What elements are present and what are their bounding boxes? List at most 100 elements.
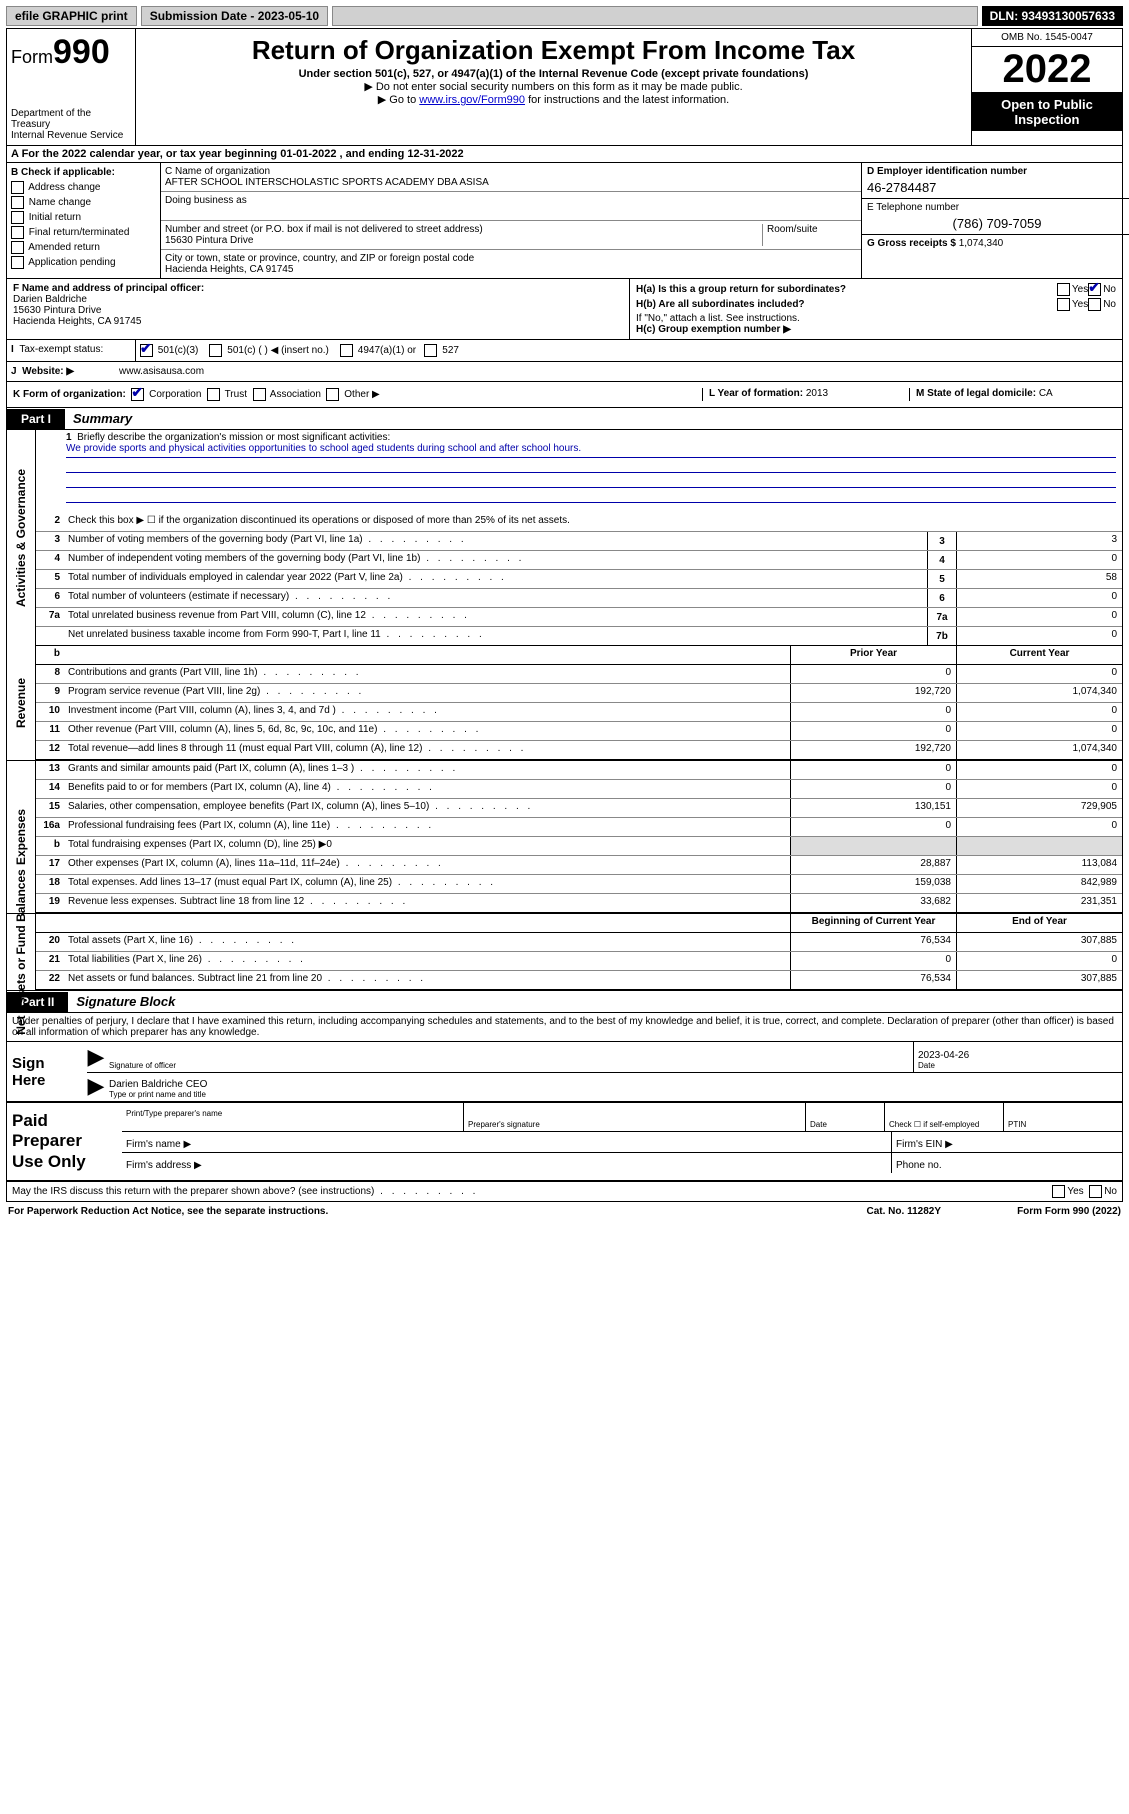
preparer-name-field[interactable]: Print/Type preparer's name: [122, 1103, 464, 1131]
hb-yes-checkbox[interactable]: [1057, 298, 1070, 311]
officer-block: F Name and address of principal officer:…: [7, 279, 630, 339]
address-cell: Number and street (or P.O. box if mail i…: [161, 221, 861, 250]
527-checkbox[interactable]: [424, 344, 437, 357]
preparer-sig-label: Preparer's signature: [468, 1120, 801, 1129]
data-line: 19 Revenue less expenses. Subtract line …: [36, 894, 1122, 913]
net-header-row: Beginning of Current Year End of Year: [36, 914, 1122, 933]
city-label: City or town, state or province, country…: [165, 253, 474, 264]
paid-preparer-block: Paid Preparer Use Only Print/Type prepar…: [6, 1103, 1123, 1182]
arrow-icon-2: ▶: [87, 1073, 105, 1101]
officer-signature-field[interactable]: Signature of officer: [105, 1042, 914, 1072]
discuss-text: May the IRS discuss this return with the…: [12, 1186, 1052, 1197]
spacer-bar: [332, 6, 977, 26]
data-line: 8 Contributions and grants (Part VIII, l…: [36, 665, 1122, 684]
note2-pre: ▶ Go to: [378, 94, 419, 106]
officer-group-row: F Name and address of principal officer:…: [6, 279, 1123, 340]
opt-501c: 501(c) ( ) ◀ (insert no.): [227, 345, 329, 356]
assoc-checkbox[interactable]: [253, 388, 266, 401]
header-mid: Return of Organization Exempt From Incom…: [136, 29, 971, 145]
data-line: b Total fundraising expenses (Part IX, c…: [36, 837, 1122, 856]
instructions-link[interactable]: www.irs.gov/Form990: [419, 94, 525, 106]
side-net-text: Net Assets or Fund Balances: [14, 869, 28, 1035]
check-item[interactable]: [11, 241, 24, 254]
data-line: 13 Grants and similar amounts paid (Part…: [36, 761, 1122, 780]
check-item[interactable]: [11, 226, 24, 239]
net-assets-section: Net Assets or Fund Balances Beginning of…: [6, 914, 1123, 991]
sig-date-label: Date: [918, 1061, 1118, 1070]
signature-block: Sign Here ▶ Signature of officer 2023-04…: [6, 1042, 1123, 1103]
submission-date-button[interactable]: Submission Date - 2023-05-10: [141, 6, 328, 26]
ha-yes-checkbox[interactable]: [1057, 283, 1070, 296]
preparer-date-field[interactable]: Date: [806, 1103, 885, 1131]
sig-officer-label: Signature of officer: [109, 1061, 909, 1070]
mission-text: We provide sports and physical activitie…: [66, 443, 1116, 458]
city-value: Hacienda Heights, CA 91745: [165, 264, 293, 275]
501c-checkbox[interactable]: [209, 344, 222, 357]
form-footer: Form Form 990 (2022): [941, 1206, 1121, 1217]
phone-label: E Telephone number: [867, 202, 959, 213]
4947-checkbox[interactable]: [340, 344, 353, 357]
m-label: M State of legal domicile:: [916, 388, 1039, 399]
firm-name-field[interactable]: Firm's name ▶: [122, 1132, 892, 1152]
governance-section: Activities & Governance 1 Briefly descri…: [6, 430, 1123, 646]
check-item[interactable]: [11, 256, 24, 269]
firm-name-label: Firm's name ▶: [126, 1139, 887, 1150]
side-governance: Activities & Governance: [7, 430, 36, 646]
ha-no-checkbox[interactable]: [1088, 283, 1101, 296]
open-inspection: Open to Public Inspection: [972, 93, 1122, 131]
tax-status-label: Tax-exempt status:: [19, 344, 103, 355]
check-item[interactable]: [11, 181, 24, 194]
side-rev-text: Revenue: [14, 678, 28, 728]
ein-column: D Employer identification number 46-2784…: [862, 163, 1122, 278]
preparer-sig-field[interactable]: Preparer's signature: [464, 1103, 806, 1131]
dba-label: Doing business as: [165, 195, 247, 206]
room-suite: Room/suite: [763, 224, 857, 246]
opt-trust: Trust: [225, 389, 247, 400]
dept-label: Department of the Treasury Internal Reve…: [11, 108, 131, 141]
note-2: ▶ Go to www.irs.gov/Form990 for instruct…: [144, 93, 963, 106]
form-number: Form990: [11, 33, 131, 72]
gov-line: 7aTotal unrelated business revenue from …: [36, 608, 1122, 627]
ptin-field[interactable]: PTIN: [1004, 1103, 1122, 1131]
tax-year: 2022: [972, 46, 1122, 93]
discuss-no-checkbox[interactable]: [1089, 1185, 1102, 1198]
firm-phone-field[interactable]: Phone no.: [892, 1153, 1122, 1173]
k-block: K Form of organization: Corporation Trus…: [13, 388, 702, 401]
addr-label: Number and street (or P.O. box if mail i…: [165, 224, 483, 235]
org-info-row: B Check if applicable: Address change Na…: [6, 163, 1123, 279]
other-checkbox[interactable]: [326, 388, 339, 401]
part-1-title: Summary: [65, 408, 140, 429]
note2-post: for instructions and the latest informat…: [525, 94, 729, 106]
data-line: 9 Program service revenue (Part VIII, li…: [36, 684, 1122, 703]
gross-value: 1,074,340: [959, 238, 1004, 249]
efile-button[interactable]: efile GRAPHIC print: [6, 6, 137, 26]
officer-addr1: 15630 Pintura Drive: [13, 305, 101, 316]
preparer-name-label: Print/Type preparer's name: [126, 1109, 459, 1118]
hb-no-checkbox[interactable]: [1088, 298, 1101, 311]
form-header: Form990 Department of the Treasury Inter…: [6, 28, 1123, 146]
officer-addr2: Hacienda Heights, CA 91745: [13, 316, 141, 327]
discuss-yes-checkbox[interactable]: [1052, 1185, 1065, 1198]
irs-discuss-row: May the IRS discuss this return with the…: [6, 1182, 1123, 1202]
l-label: L Year of formation:: [709, 388, 806, 399]
firm-addr-field[interactable]: Firm's address ▶: [122, 1153, 892, 1173]
k-label: K Form of organization:: [13, 389, 126, 400]
column-header-row: b Prior Year Current Year: [36, 646, 1122, 665]
self-employed-field[interactable]: Check ☐ if self-employed: [885, 1103, 1004, 1131]
gov-line: 6Total number of volunteers (estimate if…: [36, 589, 1122, 608]
l-block: L Year of formation: 2013: [702, 388, 909, 401]
mission-label: Briefly describe the organization's miss…: [77, 432, 390, 443]
trust-checkbox[interactable]: [207, 388, 220, 401]
form-990-number: 990: [53, 33, 110, 71]
ein-label: D Employer identification number: [867, 166, 1027, 177]
501c3-checkbox[interactable]: [140, 344, 153, 357]
check-item[interactable]: [11, 211, 24, 224]
check-item[interactable]: [11, 196, 24, 209]
header-left: Form990 Department of the Treasury Inter…: [7, 29, 136, 145]
check-b-title: B Check if applicable:: [11, 167, 115, 178]
website-label: Website: ▶: [22, 366, 74, 377]
form-org-row: K Form of organization: Corporation Trus…: [6, 382, 1123, 408]
h-a-label: H(a) Is this a group return for subordin…: [636, 284, 1057, 295]
corp-checkbox[interactable]: [131, 388, 144, 401]
firm-ein-field[interactable]: Firm's EIN ▶: [892, 1132, 1122, 1152]
